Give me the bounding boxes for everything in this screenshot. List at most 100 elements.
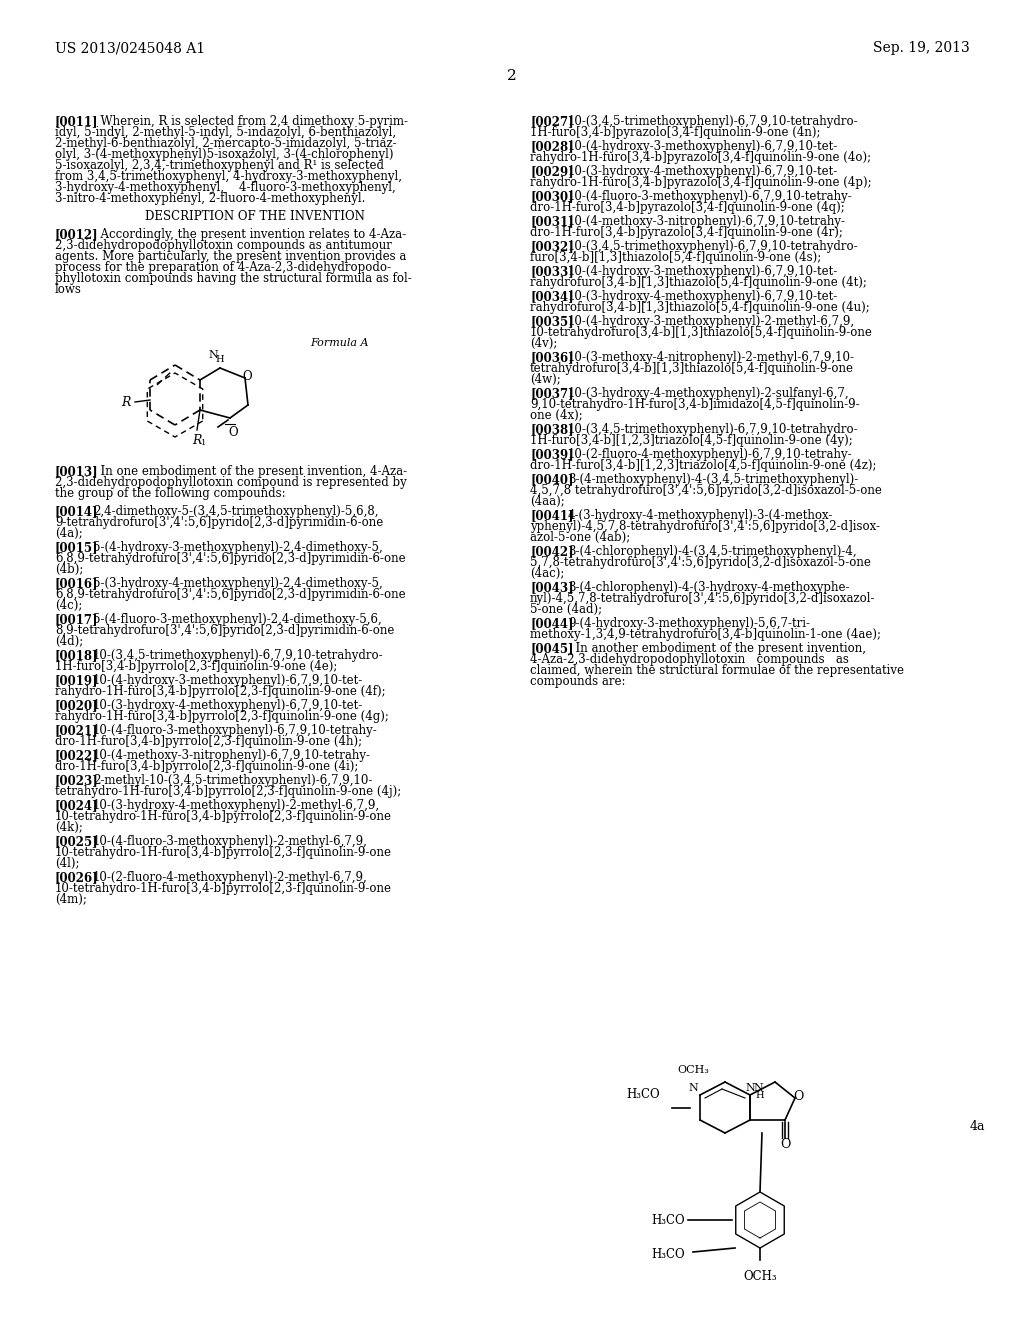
- Text: (4v);: (4v);: [530, 337, 557, 350]
- Text: 10-(3,4,5-trimethoxyphenyl)-6,7,9,10-tetrahydro-: 10-(3,4,5-trimethoxyphenyl)-6,7,9,10-tet…: [568, 240, 859, 253]
- Text: (4k);: (4k);: [55, 821, 83, 834]
- Text: 1: 1: [202, 440, 207, 447]
- Text: [0031]: [0031]: [530, 215, 573, 228]
- Text: 10-(3-hydroxy-4-methoxyphenyl)-6,7,9,10-tet-: 10-(3-hydroxy-4-methoxyphenyl)-6,7,9,10-…: [568, 290, 839, 304]
- Text: Sep. 19, 2013: Sep. 19, 2013: [873, 41, 970, 55]
- Text: [0019]: [0019]: [55, 675, 98, 686]
- Text: dro-1H-furo[3,4-b][1,2,3]triazolo[4,5-f]quinolin-9-one (4z);: dro-1H-furo[3,4-b][1,2,3]triazolo[4,5-f]…: [530, 459, 877, 473]
- Text: [0041]: [0041]: [530, 510, 573, 521]
- Text: olyl, 3-(4-methoxyphenyl)5-isoxazolyl, 3-(4-chlorophenyl): olyl, 3-(4-methoxyphenyl)5-isoxazolyl, 3…: [55, 148, 393, 161]
- Text: 3-nitro-4-methoxyphenyl, 2-fluoro-4-methoxyphenyl.: 3-nitro-4-methoxyphenyl, 2-fluoro-4-meth…: [55, 191, 366, 205]
- Text: N: N: [745, 1082, 755, 1093]
- Text: 10-tetrahydrofuro[3,4-b][1,3]thiazolo[5,4-f]quinolin-9-one: 10-tetrahydrofuro[3,4-b][1,3]thiazolo[5,…: [530, 326, 872, 339]
- Text: H: H: [755, 1090, 764, 1100]
- Text: 2-methyl-10-(3,4,5-trimethoxyphenyl)-6,7,9,10-: 2-methyl-10-(3,4,5-trimethoxyphenyl)-6,7…: [93, 774, 373, 787]
- Text: rahydro-1H-furo[3,4-b]pyrazolo[3,4-f]quinolin-9-one (4o);: rahydro-1H-furo[3,4-b]pyrazolo[3,4-f]qui…: [530, 150, 871, 164]
- Text: 10-(3,4,5-trimethoxyphenyl)-6,7,9,10-tetrahydro-: 10-(3,4,5-trimethoxyphenyl)-6,7,9,10-tet…: [93, 649, 384, 663]
- Text: 10-(4-fluoro-3-methoxyphenyl)-6,7,9,10-tetrahy-: 10-(4-fluoro-3-methoxyphenyl)-6,7,9,10-t…: [93, 723, 378, 737]
- Text: [0017]: [0017]: [55, 612, 98, 626]
- Text: [0020]: [0020]: [55, 700, 98, 711]
- Text: In another embodiment of the present invention,: In another embodiment of the present inv…: [568, 642, 866, 655]
- Text: O: O: [793, 1090, 803, 1104]
- Text: idyl, 5-indyl, 2-methyl-5-indyl, 5-indazolyl, 6-benthiazolyl,: idyl, 5-indyl, 2-methyl-5-indyl, 5-indaz…: [55, 125, 396, 139]
- Text: [0012]: [0012]: [55, 228, 98, 242]
- Text: H₃CO: H₃CO: [627, 1089, 660, 1101]
- Text: [0024]: [0024]: [55, 799, 98, 812]
- Text: 9-tetrahydrofuro[3',4':5,6]pyrido[2,3-d]pyrimidin-6-one: 9-tetrahydrofuro[3',4':5,6]pyrido[2,3-d]…: [55, 516, 383, 529]
- Text: H₃CO: H₃CO: [651, 1249, 685, 1262]
- Text: 10-(2-fluoro-4-methoxyphenyl)-2-methyl-6,7,9,: 10-(2-fluoro-4-methoxyphenyl)-2-methyl-6…: [93, 871, 368, 884]
- Text: 3-(4-chlorophenyl)-4-(3,4,5-trimethoxyphenyl)-4,: 3-(4-chlorophenyl)-4-(3,4,5-trimethoxyph…: [568, 545, 857, 558]
- Text: the group of the following compounds:: the group of the following compounds:: [55, 487, 286, 500]
- Text: Wherein, R is selected from 2,4 dimethoxy 5-pyrim-: Wherein, R is selected from 2,4 dimethox…: [93, 115, 408, 128]
- Text: compounds are:: compounds are:: [530, 675, 626, 688]
- Text: dro-1H-furo[3,4-b]pyrrolo[2,3-f]quinolin-9-one (4i);: dro-1H-furo[3,4-b]pyrrolo[2,3-f]quinolin…: [55, 760, 358, 774]
- Text: dro-1H-furo[3,4-b]pyrrolo[2,3-f]quinolin-9-one (4h);: dro-1H-furo[3,4-b]pyrrolo[2,3-f]quinolin…: [55, 735, 362, 748]
- Text: [0034]: [0034]: [530, 290, 573, 304]
- Text: 10-(4-hydroxy-3-methoxyphenyl)-6,7,9,10-tet-: 10-(4-hydroxy-3-methoxyphenyl)-6,7,9,10-…: [568, 140, 839, 153]
- Text: nyl)-4,5,7,8-tetrahydrofuro[3',4':5,6]pyrido[3,2-d]isoxazol-: nyl)-4,5,7,8-tetrahydrofuro[3',4':5,6]py…: [530, 591, 876, 605]
- Text: 2,3-didehydropodophyllotoxin compound is represented by: 2,3-didehydropodophyllotoxin compound is…: [55, 477, 407, 488]
- Text: N: N: [688, 1082, 698, 1093]
- Text: OCH₃: OCH₃: [677, 1065, 709, 1074]
- Text: [0045]: [0045]: [530, 642, 573, 655]
- Text: 4-Aza-2,3-didehydropodophyllotoxin   compounds   as: 4-Aza-2,3-didehydropodophyllotoxin compo…: [530, 653, 849, 667]
- Text: In one embodiment of the present invention, 4-Aza-: In one embodiment of the present inventi…: [93, 465, 408, 478]
- Text: (4d);: (4d);: [55, 635, 83, 648]
- Text: (4a);: (4a);: [55, 527, 83, 540]
- Text: 10-(4-hydroxy-3-methoxyphenyl)-6,7,9,10-tet-: 10-(4-hydroxy-3-methoxyphenyl)-6,7,9,10-…: [568, 265, 839, 279]
- Text: 1H-furo[3,4-b]pyrrolo[2,3-f]quinolin-9-one (4e);: 1H-furo[3,4-b]pyrrolo[2,3-f]quinolin-9-o…: [55, 660, 337, 673]
- Text: [0025]: [0025]: [55, 836, 98, 847]
- Text: 10-(3-hydroxy-4-methoxyphenyl)-6,7,9,10-tet-: 10-(3-hydroxy-4-methoxyphenyl)-6,7,9,10-…: [93, 700, 364, 711]
- Text: [0044]: [0044]: [530, 616, 573, 630]
- Text: 1H-furo[3,4-b]pyrazolo[3,4-f]quinolin-9-one (4n);: 1H-furo[3,4-b]pyrazolo[3,4-f]quinolin-9-…: [530, 125, 820, 139]
- Text: tetrahydrofuro[3,4-b][1,3]thiazolo[5,4-f]quinolin-9-one: tetrahydrofuro[3,4-b][1,3]thiazolo[5,4-f…: [530, 362, 854, 375]
- Text: rahydrofuro[3,4-b][1,3]thiazolo[5,4-f]quinolin-9-one (4u);: rahydrofuro[3,4-b][1,3]thiazolo[5,4-f]qu…: [530, 301, 869, 314]
- Text: 3-(4-chlorophenyl)-4-(3-hydroxy-4-methoxyphe-: 3-(4-chlorophenyl)-4-(3-hydroxy-4-methox…: [568, 581, 850, 594]
- Text: phyllotoxin compounds having the structural formula as fol-: phyllotoxin compounds having the structu…: [55, 272, 412, 285]
- Text: claimed, wherein the structural formulae of the representative: claimed, wherein the structural formulae…: [530, 664, 904, 677]
- Text: 9,10-tetrahydro-1H-furo[3,4-b]imidazo[4,5-f]quinolin-9-: 9,10-tetrahydro-1H-furo[3,4-b]imidazo[4,…: [530, 399, 859, 411]
- Text: [0023]: [0023]: [55, 774, 98, 787]
- Text: US 2013/0245048 A1: US 2013/0245048 A1: [55, 41, 205, 55]
- Text: 1H-furo[3,4-b][1,2,3]triazolo[4,5-f]quinolin-9-one (4y);: 1H-furo[3,4-b][1,2,3]triazolo[4,5-f]quin…: [530, 434, 853, 447]
- Text: lows: lows: [55, 282, 82, 296]
- Text: 10-tetrahydro-1H-furo[3,4-b]pyrrolo[2,3-f]quinolin-9-one: 10-tetrahydro-1H-furo[3,4-b]pyrrolo[2,3-…: [55, 846, 392, 859]
- Text: rahydro-1H-furo[3,4-b]pyrrolo[2,3-f]quinolin-9-one (4f);: rahydro-1H-furo[3,4-b]pyrrolo[2,3-f]quin…: [55, 685, 386, 698]
- Text: [0021]: [0021]: [55, 723, 98, 737]
- Text: 2-methyl-6-benthiazolyl, 2-mercapto-5-imidazolyl, 5-triaz-: 2-methyl-6-benthiazolyl, 2-mercapto-5-im…: [55, 137, 396, 150]
- Text: 10-(3,4,5-trimethoxyphenyl)-6,7,9,10-tetrahydro-: 10-(3,4,5-trimethoxyphenyl)-6,7,9,10-tet…: [568, 422, 859, 436]
- Text: 10-tetrahydro-1H-furo[3,4-b]pyrrolo[2,3-f]quinolin-9-one: 10-tetrahydro-1H-furo[3,4-b]pyrrolo[2,3-…: [55, 882, 392, 895]
- Text: furo[3,4-b][1,3]thiazolo[5,4-f]quinolin-9-one (4s);: furo[3,4-b][1,3]thiazolo[5,4-f]quinolin-…: [530, 251, 821, 264]
- Text: from 3,4,5-trimethoxyphenyl, 4-hydroxy-3-methoxyphenyl,: from 3,4,5-trimethoxyphenyl, 4-hydroxy-3…: [55, 170, 402, 183]
- Text: (4w);: (4w);: [530, 374, 561, 385]
- Text: [0033]: [0033]: [530, 265, 573, 279]
- Text: 9-(4-hydroxy-3-methoxyphenyl)-5,6,7-tri-: 9-(4-hydroxy-3-methoxyphenyl)-5,6,7-tri-: [568, 616, 810, 630]
- Text: (4b);: (4b);: [55, 564, 83, 576]
- Text: [0016]: [0016]: [55, 577, 98, 590]
- Text: R: R: [121, 396, 131, 408]
- Text: 10-(4-fluoro-3-methoxyphenyl)-6,7,9,10-tetrahy-: 10-(4-fluoro-3-methoxyphenyl)-6,7,9,10-t…: [568, 190, 853, 203]
- Text: [0038]: [0038]: [530, 422, 573, 436]
- Text: azol-5-one (4ab);: azol-5-one (4ab);: [530, 531, 630, 544]
- Text: 8,9-tetrahydrofuro[3',4':5,6]pyrido[2,3-d]pyrimidin-6-one: 8,9-tetrahydrofuro[3',4':5,6]pyrido[2,3-…: [55, 624, 394, 638]
- Text: (4m);: (4m);: [55, 894, 87, 906]
- Text: [0015]: [0015]: [55, 541, 98, 554]
- Text: [0036]: [0036]: [530, 351, 573, 364]
- Text: [0027]: [0027]: [530, 115, 573, 128]
- Text: 10-(4-methoxy-3-nitrophenyl)-6,7,9,10-tetrahy-: 10-(4-methoxy-3-nitrophenyl)-6,7,9,10-te…: [93, 748, 371, 762]
- Text: 10-(3-hydroxy-4-methoxyphenyl)-2-sulfanyl-6,7,: 10-(3-hydroxy-4-methoxyphenyl)-2-sulfany…: [568, 387, 850, 400]
- Text: agents. More particularly, the present invention provides a: agents. More particularly, the present i…: [55, 249, 407, 263]
- Text: one (4x);: one (4x);: [530, 409, 583, 422]
- Text: [0014]: [0014]: [55, 506, 98, 517]
- Text: [0032]: [0032]: [530, 240, 573, 253]
- Text: rahydro-1H-furo[3,4-b]pyrazolo[3,4-f]quinolin-9-one (4p);: rahydro-1H-furo[3,4-b]pyrazolo[3,4-f]qui…: [530, 176, 871, 189]
- Text: O: O: [228, 425, 238, 438]
- Text: [0030]: [0030]: [530, 190, 573, 203]
- Text: 10-(2-fluoro-4-methoxyphenyl)-6,7,9,10-tetrahy-: 10-(2-fluoro-4-methoxyphenyl)-6,7,9,10-t…: [568, 447, 853, 461]
- Text: process for the preparation of 4-Aza-2,3-didehydropodo-: process for the preparation of 4-Aza-2,3…: [55, 261, 391, 275]
- Text: 5-isoxazolyl, 2,3,4,-trimethoxyphenyl and R¹ is selected: 5-isoxazolyl, 2,3,4,-trimethoxyphenyl an…: [55, 158, 384, 172]
- Text: 10-tetrahydro-1H-furo[3,4-b]pyrrolo[2,3-f]quinolin-9-one: 10-tetrahydro-1H-furo[3,4-b]pyrrolo[2,3-…: [55, 810, 392, 822]
- Text: 4,5,7,8 tetrahydrofuro[3',4':5,6]pyrido[3,2-d]isoxazol-5-one: 4,5,7,8 tetrahydrofuro[3',4':5,6]pyrido[…: [530, 484, 882, 498]
- Text: 10-(3-hydroxy-4-methoxyphenyl)-2-methyl-6,7,9,: 10-(3-hydroxy-4-methoxyphenyl)-2-methyl-…: [93, 799, 380, 812]
